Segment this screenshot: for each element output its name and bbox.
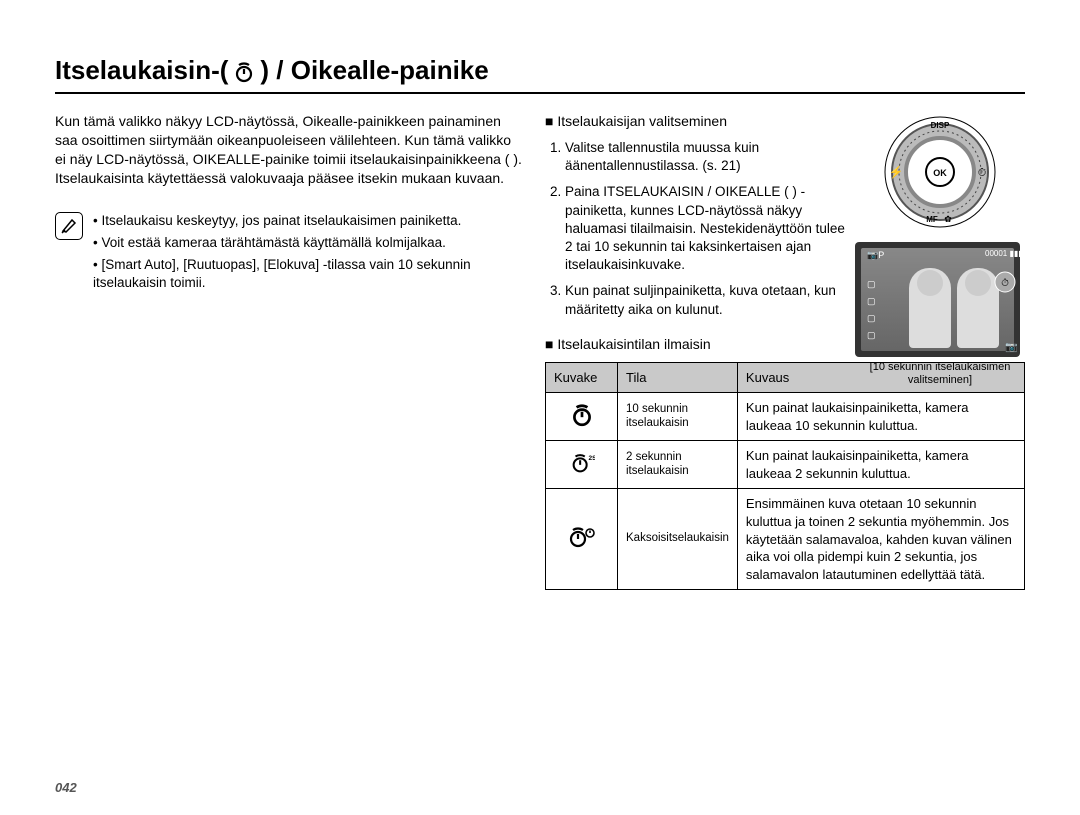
note-bullets: Itselaukaisu keskeytyy, jos painat itsel… — [93, 212, 525, 297]
note-box: Itselaukaisu keskeytyy, jos painat itsel… — [55, 212, 525, 297]
self-timer-icon — [232, 55, 256, 86]
svg-text:▢: ▢ — [867, 313, 876, 323]
svg-text:⏱: ⏱ — [978, 167, 987, 179]
step-item: Kun painat suljinpainiketta, kuva otetaa… — [565, 282, 855, 318]
lcd-caption: [10 sekunnin itselaukaisimen valitsemine… — [855, 361, 1025, 387]
control-dial-figure: OK DISP ⚡ ⏱ MF ✿ — [880, 112, 1000, 232]
row-desc: Ensimmäinen kuva otetaan 10 sekunnin kul… — [737, 489, 1024, 590]
row-icon-2s: 2S — [546, 441, 618, 489]
note-icon — [55, 212, 83, 240]
svg-text:00001 ▮▮▮: 00001 ▮▮▮ — [985, 249, 1020, 258]
title-after: ) / Oikealle-painike — [260, 55, 488, 86]
content-columns: Kun tämä valikko näkyy LCD-näytössä, Oik… — [55, 112, 1025, 590]
right-text: Itselaukaisijan valitseminen Valitse tal… — [545, 112, 855, 319]
svg-text:▢: ▢ — [867, 330, 876, 340]
note-item: Voit estää kameraa tärähtämästä käyttämä… — [93, 234, 525, 252]
svg-text:✿: ✿ — [944, 214, 952, 224]
svg-text:MF: MF — [926, 215, 938, 224]
lcd-preview-figure: 📷P 00001 ▮▮▮ ⏱ ▢ ▢ ▢ ▢ 📷 — [855, 242, 1020, 357]
svg-text:▢: ▢ — [867, 296, 876, 306]
table-row: 2S 2 sekunnin itselaukaisin Kun painat l… — [546, 441, 1025, 489]
svg-text:▢: ▢ — [867, 279, 876, 289]
th-mode: Tila — [618, 362, 738, 393]
manual-page: Itselaukaisin-( ) / Oikealle-painike Kun… — [0, 0, 1080, 815]
figures: OK DISP ⚡ ⏱ MF ✿ — [855, 112, 1025, 401]
th-icon: Kuvake — [546, 362, 618, 393]
svg-text:2S: 2S — [588, 455, 595, 462]
row-mode: 2 sekunnin itselaukaisin — [618, 441, 738, 489]
svg-text:OK: OK — [933, 168, 947, 178]
note-item: Itselaukaisu keskeytyy, jos painat itsel… — [93, 212, 525, 230]
svg-text:📷: 📷 — [1005, 342, 1017, 353]
row-icon-double — [546, 489, 618, 590]
right-column: Itselaukaisijan valitseminen Valitse tal… — [545, 112, 1025, 590]
table-row: Kaksoisitselaukaisin Ensimmäinen kuva ot… — [546, 489, 1025, 590]
page-number: 042 — [55, 780, 77, 795]
page-title: Itselaukaisin-( ) / Oikealle-painike — [55, 55, 1025, 94]
svg-text:DISP: DISP — [931, 121, 950, 130]
step-item: Paina ITSELAUKAISIN / OIKEALLE ( ) -pain… — [565, 183, 855, 274]
note-item: [Smart Auto], [Ruutuopas], [Elokuva] -ti… — [93, 256, 525, 292]
svg-text:⏱: ⏱ — [1001, 278, 1009, 289]
steps-list: Valitse tallennustila muussa kuin äänent… — [545, 139, 855, 319]
lcd-overlay-icons: 📷P 00001 ▮▮▮ ⏱ ▢ ▢ ▢ ▢ 📷 — [855, 242, 1020, 357]
title-before: Itselaukaisin-( — [55, 55, 228, 86]
row-mode: Kaksoisitselaukaisin — [618, 489, 738, 590]
step-item: Valitse tallennustila muussa kuin äänent… — [565, 139, 855, 175]
row-icon-10s — [546, 393, 618, 441]
left-column: Kun tämä valikko näkyy LCD-näytössä, Oik… — [55, 112, 525, 590]
row-desc: Kun painat laukaisinpainiketta, kamera l… — [737, 441, 1024, 489]
intro-text: Kun tämä valikko näkyy LCD-näytössä, Oik… — [55, 112, 525, 188]
svg-text:⚡: ⚡ — [889, 165, 904, 179]
section1-heading: Itselaukaisijan valitseminen — [545, 112, 855, 131]
svg-text:📷P: 📷P — [867, 250, 884, 260]
row-mode: 10 sekunnin itselaukaisin — [618, 393, 738, 441]
